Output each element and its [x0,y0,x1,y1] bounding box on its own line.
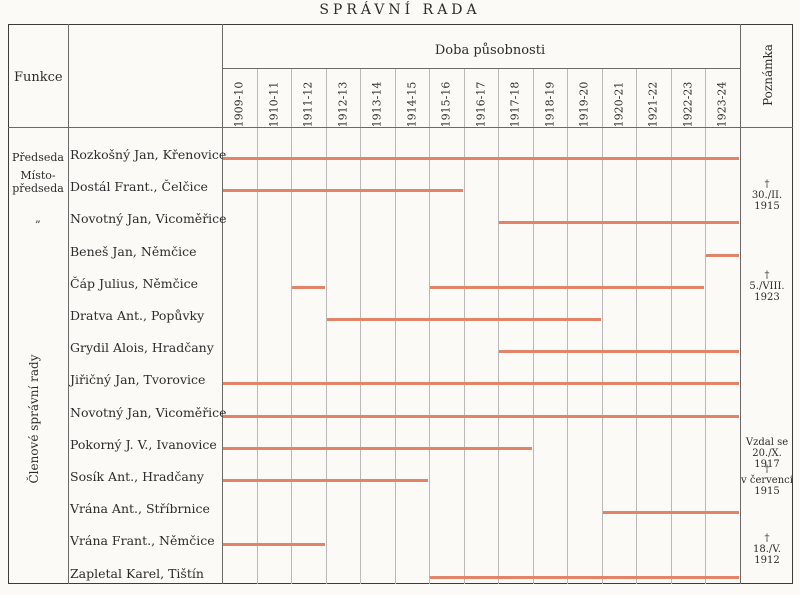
year-label: 1911-12 [301,81,315,128]
member-name: Pokorný J. V., Ivanovice [70,436,217,452]
member-name: Dostál Frant., Čelčice [70,179,208,195]
tenure-bar [223,382,739,386]
year-col-divider [636,68,637,584]
year-col-divider [463,68,465,584]
member-name: Dratva Ant., Popůvky [70,308,205,323]
year-label: 1921-22 [646,81,660,128]
year-col-divider [601,68,603,584]
member-name: Čáp Julius, Němčice [70,275,199,291]
tenure-bar [292,285,325,289]
tenure-bar [430,285,704,289]
member-note: Vzdal se 20./X. 1917 [745,436,789,470]
year-label: 1910-11 [267,81,281,128]
tenure-bar [499,350,739,354]
tenure-bar [602,511,739,515]
tenure-bar [223,543,325,547]
col-divider-names [222,24,223,584]
year-col-divider [394,68,396,584]
member-name: Novotný Jan, Vicoměřice [70,404,227,420]
year-col-divider [705,68,706,584]
year-header-divider [222,68,740,69]
year-label: 1916-17 [474,81,488,128]
year-label: 1918-19 [543,81,557,128]
member-name: Vrána Frant., Němčice [70,533,215,549]
year-label: 1915-16 [439,81,453,128]
funkce-mistopredseda: Místo- předseda [12,169,64,195]
year-label: 1919-20 [577,81,591,128]
year-col-divider [291,68,292,584]
year-col-divider [360,68,361,584]
tenure-bar [430,575,739,579]
col-divider-funkce [68,24,69,584]
year-label: 1920-21 [612,81,626,128]
year-col-divider [670,68,672,584]
member-name: Beneš Jan, Němčice [70,243,197,259]
page-title: SPRÁVNÍ RADA [319,2,481,18]
year-label: 1917-18 [508,81,522,128]
tenure-bar [326,318,601,321]
year-label: 1914-15 [405,81,419,128]
tenure-bar [223,157,739,160]
year-label: 1909-10 [232,81,246,128]
poznamka-header: Poznámka [761,44,775,106]
member-name: Grydil Alois, Hradčany [70,340,214,356]
header-bottom-divider [8,127,793,128]
member-name: Vrána Ant., Stříbrnice [70,501,210,517]
funkce-ditto: „ [35,212,41,225]
member-name: Novotný Jan, Vicoměřice [70,211,227,227]
member-note: † v červenci 1915 [741,463,793,497]
tenure-bar [223,446,532,450]
member-note: † 5./VIII. 1923 [749,270,785,304]
clenove-label: Členové správní rady [27,354,41,484]
year-col-divider [256,68,258,584]
member-name: Rozkošný Jan, Křenovice [70,147,227,162]
doba-header: Doba působnosti [434,43,546,58]
year-col-divider [429,68,430,584]
member-name: Sosík Ant., Hradčany [70,469,204,484]
member-name: Zapletal Karel, Tištín [70,565,204,581]
member-note: † 18./V. 1912 [753,533,781,567]
year-label: 1923-24 [715,81,729,128]
year-col-divider [325,68,327,584]
tenure-bar [223,414,739,418]
year-col-divider [532,68,534,584]
year-label: 1922-23 [681,81,695,128]
year-label: 1912-13 [336,81,350,128]
funkce-header: Funkce [14,70,63,85]
funkce-predseda: Předseda [12,151,64,164]
tenure-bar [499,221,739,225]
year-col-divider [498,68,499,584]
tenure-bar [223,479,428,482]
tenure-bar [223,189,463,193]
member-name: Jiřičný Jan, Tvorovice [70,372,206,388]
tenure-bar [706,253,739,257]
year-col-divider [567,68,568,584]
table-frame [8,24,793,584]
col-divider-notes [739,24,741,584]
year-label: 1913-14 [370,81,384,128]
member-note: † 30./II. 1915 [751,179,783,213]
